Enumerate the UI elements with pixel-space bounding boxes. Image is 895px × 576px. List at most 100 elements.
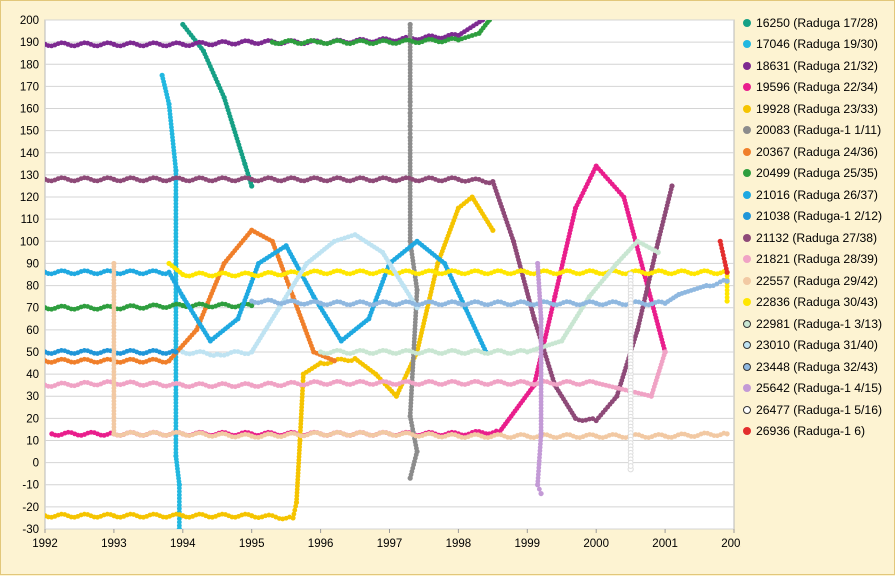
series-dot xyxy=(407,96,413,102)
series-dot xyxy=(233,318,238,324)
y-tick-label: -20 xyxy=(22,502,39,514)
series-dot xyxy=(292,507,298,513)
series-dot xyxy=(538,350,544,356)
series-dot xyxy=(176,502,182,508)
series-21038 xyxy=(45,347,179,356)
series-dot xyxy=(482,346,487,352)
legend-item: 22836 (Raduga 30/43) xyxy=(743,292,891,314)
legend-item: 25642 (Raduga-1 4/15) xyxy=(743,378,891,400)
series-dot xyxy=(538,329,544,335)
series-dot xyxy=(407,235,413,241)
series-dot xyxy=(255,264,260,269)
series-20083 xyxy=(407,21,420,481)
legend-marker-icon xyxy=(743,276,751,285)
series-dot xyxy=(173,251,179,256)
series-dot xyxy=(314,268,320,274)
y-tick-label: 60 xyxy=(26,325,39,337)
series-dot xyxy=(412,240,417,246)
y-tick-label: 20 xyxy=(26,413,39,425)
x-tick-label: 2000 xyxy=(583,538,609,550)
series-dot xyxy=(627,463,634,469)
series-dot xyxy=(484,20,490,26)
series-dot xyxy=(407,127,413,133)
legend-marker-icon xyxy=(743,427,751,436)
series-dot xyxy=(329,357,334,362)
series-dot xyxy=(177,430,182,436)
series-dot xyxy=(173,197,179,203)
legend-marker-icon xyxy=(743,319,751,328)
series-dot xyxy=(407,120,413,126)
y-tick-label: 70 xyxy=(26,303,39,315)
legend-label: 21038 (Raduga-1 2/12) xyxy=(756,209,883,224)
legend-marker-icon xyxy=(743,212,751,221)
series-dot xyxy=(191,330,197,335)
series-dot xyxy=(310,346,315,352)
y-tick-label: 130 xyxy=(20,170,39,182)
legend-item: 23010 (Raduga 31/40) xyxy=(743,335,891,357)
legend-marker-icon xyxy=(743,40,751,49)
series-dot xyxy=(173,397,179,402)
series-dot xyxy=(177,301,182,307)
series-dot xyxy=(173,164,178,170)
legend-label: 22981 (Raduga-1 3/13) xyxy=(756,316,883,331)
series-dot xyxy=(176,519,182,525)
series-dot xyxy=(199,45,204,51)
series-dot xyxy=(246,512,251,517)
series-dot xyxy=(232,349,237,354)
series-dot xyxy=(173,237,179,243)
series-dot xyxy=(314,175,320,181)
series-dot xyxy=(173,184,179,190)
series-dot xyxy=(287,514,292,520)
series-dot xyxy=(538,343,544,349)
series-dot xyxy=(111,277,117,283)
series-dot xyxy=(407,131,413,137)
legend-item: 26477 (Raduga-1 5/16) xyxy=(743,399,891,421)
series-dot xyxy=(176,499,182,505)
series-dot xyxy=(538,313,544,318)
series-dot xyxy=(246,38,251,44)
series-dot xyxy=(619,192,624,197)
series-dot xyxy=(634,330,639,336)
series-dot xyxy=(668,186,674,192)
legend-label: 19596 (Raduga 22/34) xyxy=(756,80,878,95)
series-dot xyxy=(452,32,458,37)
series-dot xyxy=(173,450,179,456)
legend-marker-icon xyxy=(743,405,751,414)
y-tick-label: 120 xyxy=(20,192,39,204)
series-dot xyxy=(163,359,169,365)
y-tick-label: 180 xyxy=(20,59,39,71)
y-tick-label: 170 xyxy=(20,81,39,93)
x-tick-label: 1995 xyxy=(239,538,265,550)
series-dot xyxy=(659,299,665,305)
series-dot xyxy=(592,166,598,172)
series-dot xyxy=(724,284,730,290)
series-dot xyxy=(349,358,355,363)
y-tick-label: 110 xyxy=(21,214,39,226)
series-dot xyxy=(673,293,679,299)
series-dot xyxy=(293,503,299,509)
series-dot xyxy=(551,297,557,303)
series-dot xyxy=(173,217,179,223)
series-dot xyxy=(467,196,472,202)
series-dot xyxy=(538,323,544,328)
series-dot xyxy=(315,362,321,368)
series-dot xyxy=(632,241,638,247)
series-dot xyxy=(724,273,730,279)
series-dot xyxy=(536,486,542,492)
series-dot xyxy=(173,436,179,442)
series-dot xyxy=(173,191,179,197)
series-dot xyxy=(488,225,494,230)
series-dot xyxy=(267,237,272,243)
series-dot xyxy=(337,335,342,341)
legend-label: 21821 (Raduga 28/39) xyxy=(756,252,878,267)
series-dot xyxy=(108,40,114,46)
series-dot xyxy=(177,175,182,181)
series-dot xyxy=(724,295,730,300)
series-dot xyxy=(407,106,413,112)
series-dot xyxy=(530,313,536,319)
series-dot xyxy=(173,204,179,210)
series-dot xyxy=(383,348,389,354)
y-tick-label: 0 xyxy=(33,458,39,470)
series-dot xyxy=(383,430,389,436)
series-dot xyxy=(176,516,182,522)
